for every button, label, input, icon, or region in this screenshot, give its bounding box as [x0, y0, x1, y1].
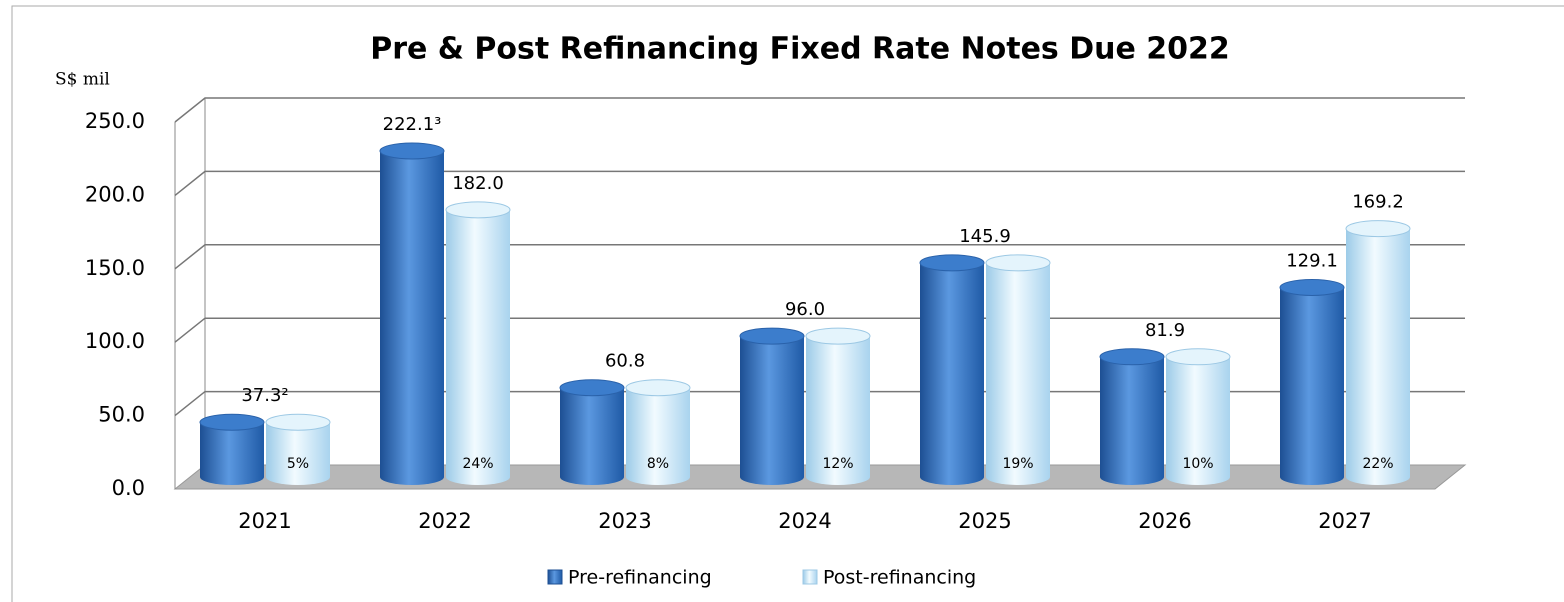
bar-top [1279, 278, 1345, 296]
bar [625, 379, 691, 485]
grid-line [174, 244, 1465, 270]
bar-top [199, 413, 265, 431]
bar-top [805, 327, 871, 345]
bar-body [806, 336, 870, 477]
bar-base [1346, 469, 1410, 485]
bar-base [1100, 469, 1164, 485]
bar [1345, 220, 1411, 485]
bar-top [379, 142, 445, 160]
x-tick-label: 2024 [778, 509, 831, 533]
legend-swatch [802, 569, 818, 585]
bar-base [380, 469, 444, 485]
value-label: 37.3² [241, 385, 288, 406]
y-tick-label: 200.0 [85, 182, 145, 206]
legend-swatch [547, 569, 563, 585]
legend-label: Pre-refinancing [568, 567, 712, 589]
bar [265, 413, 331, 485]
bar-base [626, 469, 690, 485]
bar-body [1280, 287, 1344, 477]
bar-body [266, 422, 330, 477]
legend-label: Post-refinancing [823, 567, 976, 589]
bar [199, 413, 265, 485]
bar-body [626, 387, 690, 477]
bar-base [1166, 469, 1230, 485]
bar [985, 254, 1051, 485]
grid-line [174, 97, 1465, 123]
value-label: 169.2 [1352, 192, 1404, 213]
share-label: 22% [1362, 456, 1393, 472]
bar-top [1165, 348, 1231, 366]
value-label: 60.8 [605, 351, 645, 372]
bar-top [1099, 348, 1165, 366]
bar-base [200, 469, 264, 485]
value-label: 145.9 [959, 226, 1011, 247]
bar-base [560, 469, 624, 485]
share-label: 8% [647, 456, 669, 472]
y-tick-label: 100.0 [85, 329, 145, 353]
bar [1165, 348, 1231, 485]
bar-top [625, 379, 691, 397]
x-tick-label: 2025 [958, 509, 1011, 533]
bar-top [559, 379, 625, 397]
bar-body [920, 262, 984, 477]
y-tick-label: 250.0 [85, 109, 145, 133]
bar-base [1280, 469, 1344, 485]
share-label: 12% [822, 456, 853, 472]
y-tick-label: 150.0 [85, 256, 145, 280]
bar-body [1100, 356, 1164, 477]
share-label: 5% [287, 456, 309, 472]
bar-body [1166, 356, 1230, 477]
value-label: 81.9 [1145, 320, 1185, 341]
bar-base [806, 469, 870, 485]
bar-body [1346, 228, 1410, 477]
bar-top [919, 254, 985, 272]
bar-body [446, 209, 510, 477]
bar-body [200, 422, 264, 477]
bar-top [265, 413, 331, 431]
bar-body [380, 150, 444, 477]
share-label: 10% [1182, 456, 1213, 472]
bar-base [920, 469, 984, 485]
grid-line [174, 170, 1465, 196]
bar [1099, 348, 1165, 485]
bar-top [739, 327, 805, 345]
bar-body [740, 336, 804, 477]
value-label: 222.1³ [383, 114, 442, 135]
bar [559, 379, 625, 485]
value-label: 129.1 [1286, 250, 1338, 271]
x-tick-label: 2026 [1138, 509, 1191, 533]
frame [11, 5, 1564, 602]
bar [805, 327, 871, 485]
bar [739, 327, 805, 485]
bar [379, 142, 445, 485]
x-tick-label: 2021 [238, 509, 291, 533]
bar-top [445, 201, 511, 219]
bar-base [740, 469, 804, 485]
bar [445, 201, 511, 485]
y-tick-label: 0.0 [112, 476, 145, 500]
y-axis-label: S$ mil [55, 70, 110, 90]
bar-base [446, 469, 510, 485]
x-tick-label: 2027 [1318, 509, 1371, 533]
bar-base [266, 469, 330, 485]
share-label: 24% [462, 456, 493, 472]
bar-top [985, 254, 1051, 272]
value-label: 96.0 [785, 299, 825, 320]
bar-base [986, 469, 1050, 485]
chart-title: Pre & Post Refinancing Fixed Rate Notes … [370, 32, 1230, 67]
bar [919, 254, 985, 485]
bar-body [560, 387, 624, 477]
share-label: 19% [1002, 456, 1033, 472]
x-tick-label: 2022 [418, 509, 471, 533]
bar-top [1345, 220, 1411, 238]
bar-body [986, 262, 1050, 477]
value-label: 182.0 [452, 173, 504, 194]
bar [1279, 278, 1345, 485]
x-tick-label: 2023 [598, 509, 651, 533]
y-tick-label: 50.0 [98, 403, 145, 427]
